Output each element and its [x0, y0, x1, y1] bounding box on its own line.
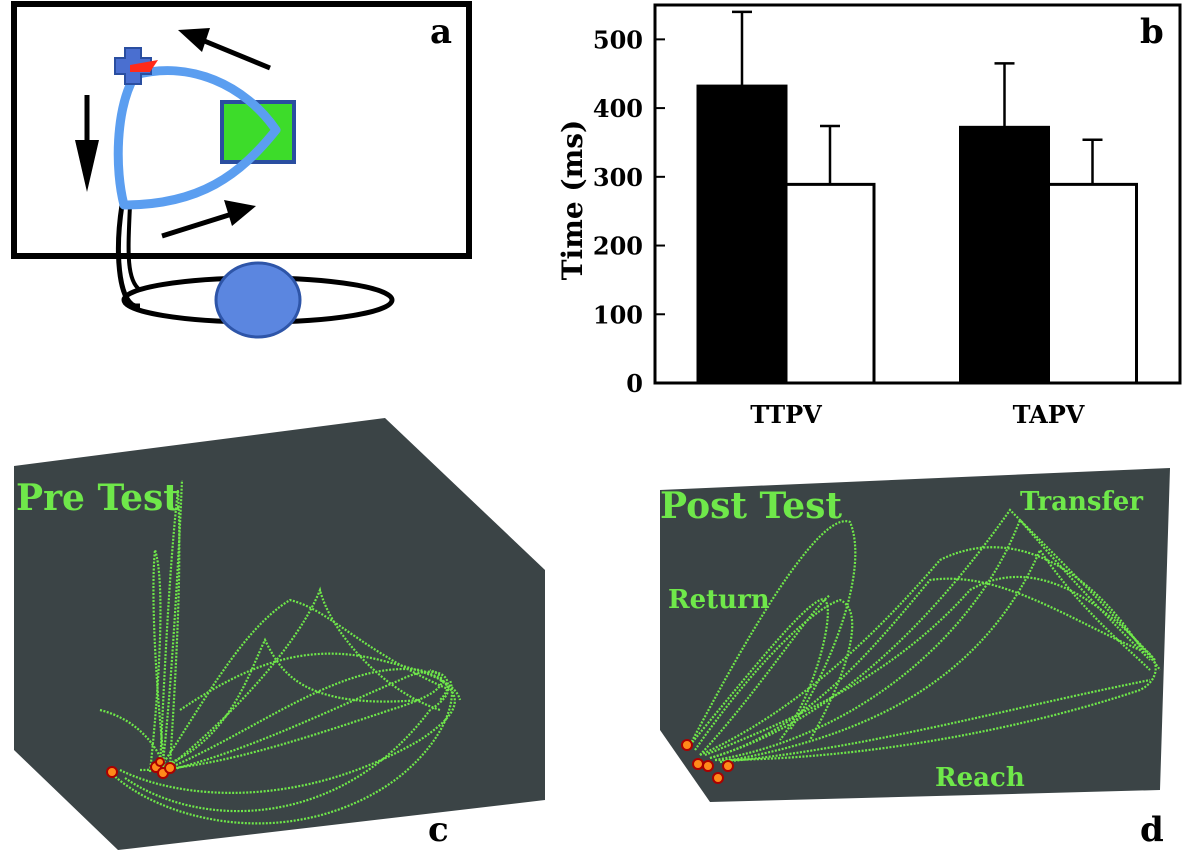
hand-circle [214, 261, 302, 339]
panel-c-pretest: Pre Test c [0, 410, 560, 861]
bar-tapv-series-1 [959, 125, 1050, 385]
trajectory-lines [689, 508, 1161, 764]
y-tick-label: 500 [593, 25, 643, 54]
pretest-title: Pre Test [16, 477, 180, 519]
start-markers [106, 757, 176, 779]
panel-label-d: d [1140, 810, 1164, 850]
x-tick-label: TTPV [750, 400, 822, 429]
y-tick-label: 0 [626, 369, 643, 398]
panel-b-chart: Time (ms) 0 100 200 300 400 500 TTPV TAPV b [500, 0, 1200, 440]
red-marker-icon [130, 60, 158, 72]
annotation-reach: Reach [935, 763, 1025, 793]
cable-line [116, 204, 140, 309]
bar-ttpv-series-2 [784, 182, 876, 385]
y-tick-label: 300 [593, 163, 643, 192]
cable-line-2 [126, 204, 142, 292]
trajectory-lines [99, 479, 462, 825]
bar-tapv-series-2 [1047, 182, 1138, 385]
schematic-diagram [11, 1, 472, 339]
start-markers [681, 739, 734, 784]
movement-path [113, 66, 281, 210]
panel-label-c: c [428, 810, 449, 850]
arrow-down-icon [75, 95, 99, 192]
pretest-plot: Pre Test [14, 418, 545, 850]
y-axis-label: Time (ms) [556, 120, 589, 281]
arrow-up-left-icon [178, 28, 271, 71]
bar-ttpv-series-1 [696, 84, 788, 385]
panel-label-a: a [430, 12, 453, 52]
panel-d-posttest: Post Test Transfer Return Reach d [640, 410, 1200, 861]
y-tick-label: 400 [593, 94, 643, 123]
annotation-return: Return [668, 585, 770, 615]
annotation-transfer: Transfer [1020, 487, 1143, 517]
plot-surface [14, 418, 545, 850]
plot-frame [653, 3, 1182, 385]
posttest-title: Post Test [660, 485, 842, 527]
posttest-plot: Post Test Transfer Return Reach [660, 468, 1170, 802]
panel-a-schematic: a [0, 0, 490, 400]
y-tick-label: 200 [593, 232, 643, 261]
bar-chart: Time (ms) 0 100 200 300 400 500 TTPV TAPV [556, 3, 1182, 429]
arrow-right-icon [161, 200, 256, 239]
x-tick-label: TAPV [1013, 400, 1085, 429]
y-tick-label: 100 [593, 300, 643, 329]
panel-label-b: b [1140, 12, 1164, 52]
